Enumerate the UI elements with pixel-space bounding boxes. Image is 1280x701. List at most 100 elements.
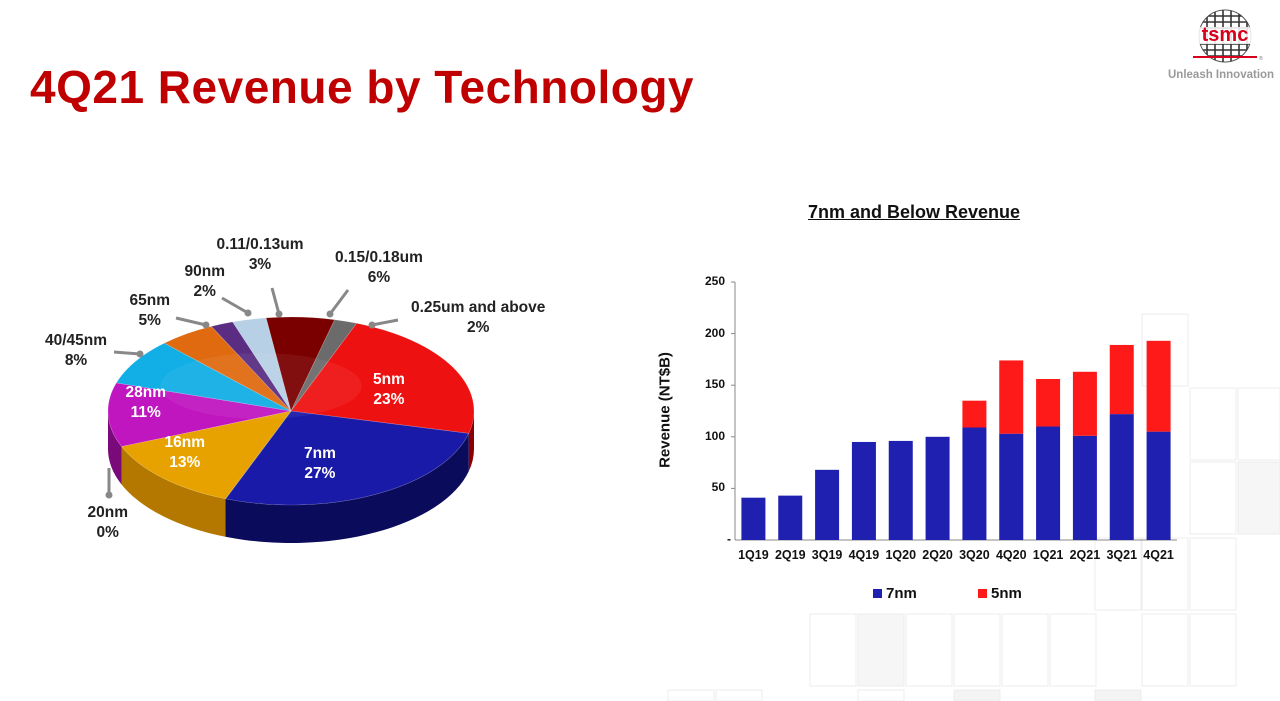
pie-label-90nm: 90nm 2% [185, 262, 226, 302]
pie-slice-5nm [290, 322, 475, 434]
bar-5nm-4q20 [999, 360, 1024, 434]
pie-label-value: 3% [248, 256, 272, 273]
pie-slice-65nm [163, 326, 292, 412]
bar-7nm-1q19 [741, 497, 766, 540]
pie-label-name: 0.15/0.18um [335, 249, 423, 266]
bar-7nm-4q20 [999, 433, 1024, 540]
leader-dot-40-45nm [136, 350, 144, 358]
pie-label-name: 0.25um and above [411, 299, 546, 316]
leader-dot-20nm [105, 491, 113, 499]
pie-label-value: 6% [367, 269, 391, 286]
pie-label-name: 28nm [125, 384, 167, 401]
pie-slice-16nm [121, 410, 292, 500]
pie-label-value: 2% [466, 319, 490, 336]
pie-slice-0-25um-and-above [290, 319, 358, 412]
pie-slice-40-45nm [115, 342, 292, 412]
pie-label-value: 23% [373, 391, 405, 408]
pie-slices [107, 316, 475, 506]
bar-7nm-1q20 [888, 440, 913, 540]
bar-chart-title: 7nm and Below Revenue [808, 202, 1021, 222]
pie-slice-0-15-0-18um [265, 316, 336, 412]
bar-7nm-3q19 [815, 469, 840, 540]
pie-label-name: 65nm [129, 292, 171, 309]
pie-label-16nm: 16nm 13% [165, 433, 206, 473]
leader-dot-0-25um-and-above [368, 321, 376, 329]
pie-label-40-45nm: 40/45nm 8% [45, 331, 107, 371]
x-tick-label: 3Q21 [1106, 548, 1138, 562]
pie-slice-7nm [224, 410, 470, 506]
leader-dot-90nm [244, 309, 252, 317]
pie-slice-28nm [107, 382, 292, 447]
leader-line-90nm [221, 296, 249, 315]
pie-label-value: 8% [64, 352, 88, 369]
pie-leader-lines [105, 287, 399, 499]
x-tick-label: 3Q19 [811, 548, 843, 562]
x-tick-label: 4Q21 [1143, 548, 1174, 562]
y-tick-label: 100 [704, 428, 725, 443]
pie-label-name: 20nm [87, 504, 129, 521]
pie-label-65nm: 65nm 5% [130, 291, 171, 331]
y-tick-label: 200 [704, 325, 725, 340]
bar-7nm-1q21 [1036, 426, 1061, 540]
pie-label-0-25um-and-above: 0.25um and above 2% [411, 298, 545, 338]
pie-highlight [160, 353, 362, 419]
bar-7nm-4q19 [851, 441, 876, 540]
leader-dot-0-11-0-13um [275, 310, 283, 318]
x-tick-label: 3Q20 [959, 548, 990, 562]
y-tick-label: 50 [711, 480, 725, 495]
legend-label: 7nm [886, 585, 917, 602]
bar-7nm-3q20 [962, 427, 987, 540]
pie-label-0-11-0-13um: 0.11/0.13um 3% [217, 235, 304, 275]
bar-5nm-3q20 [962, 400, 987, 428]
leader-line-0-15-0-18um [328, 289, 350, 315]
pie-slice-90nm [210, 321, 292, 412]
leader-line-0-25um-and-above [371, 318, 399, 327]
x-tick-label: 2Q19 [774, 548, 806, 562]
leader-line-40-45nm [113, 350, 141, 356]
y-tick-label-zero: - [727, 532, 731, 546]
pie-side-28nm [108, 411, 122, 485]
bar-5nm-1q21 [1036, 379, 1061, 427]
bar-7nm-2q19 [778, 495, 803, 540]
pie-label-name: 0.11/0.13um [216, 236, 304, 253]
y-tick-label: 250 [704, 274, 725, 288]
pie-label-value: 0% [96, 524, 119, 541]
x-tick-label: 4Q20 [995, 548, 1027, 562]
pie-label-28nm: 28nm 11% [126, 383, 167, 423]
bar-5nm-3q21 [1109, 344, 1134, 415]
logo-tagline: Unleash Innovation [1168, 69, 1275, 81]
pie-label-name: 90nm [184, 263, 226, 280]
pie-label-name: 5nm [373, 371, 405, 388]
pie-sides [108, 411, 474, 543]
leader-line-65nm [175, 316, 207, 327]
page-title: 4Q21 Revenue by Technology [30, 61, 695, 113]
y-tick-label: 150 [704, 377, 725, 392]
pie-label-name: 40/45nm [45, 332, 108, 349]
x-tick-label: 1Q20 [885, 548, 917, 562]
pie-label-value: 27% [304, 465, 336, 482]
bar-7nm-4q21 [1146, 431, 1171, 540]
legend-swatch [978, 589, 987, 598]
bar-7nm-2q20 [925, 436, 950, 540]
pie-label-20nm: 20nm 0% [88, 503, 129, 543]
legend-item-5nm: 5nm [978, 585, 1022, 602]
bar-7nm-2q21 [1072, 435, 1097, 540]
pie-label-value: 11% [130, 404, 161, 421]
pie-slice-0-11-0-13um [232, 317, 292, 412]
x-tick-label: 4Q19 [848, 548, 880, 562]
pie-label-value: 2% [193, 283, 216, 300]
pie-label-7nm: 7nm 27% [304, 444, 336, 484]
bar-5nm-4q21 [1146, 340, 1171, 432]
x-tick-label: 2Q21 [1069, 548, 1101, 562]
pie-label-5nm: 5nm 23% [373, 370, 405, 410]
logo-wordmark: tsmc [1202, 24, 1249, 46]
pie-side-16nm [121, 446, 226, 537]
legend-item-7nm: 7nm [873, 585, 917, 602]
legend-label: 5nm [991, 585, 1022, 602]
bar-7nm-3q21 [1109, 414, 1134, 540]
pie-label-name: 16nm [164, 434, 206, 451]
tsmc-logo: tsmc ® [1192, 9, 1263, 63]
x-tick-label: 1Q19 [738, 548, 769, 562]
pie-label-value: 13% [169, 454, 201, 471]
leader-line-0-11-0-13um [270, 287, 281, 315]
